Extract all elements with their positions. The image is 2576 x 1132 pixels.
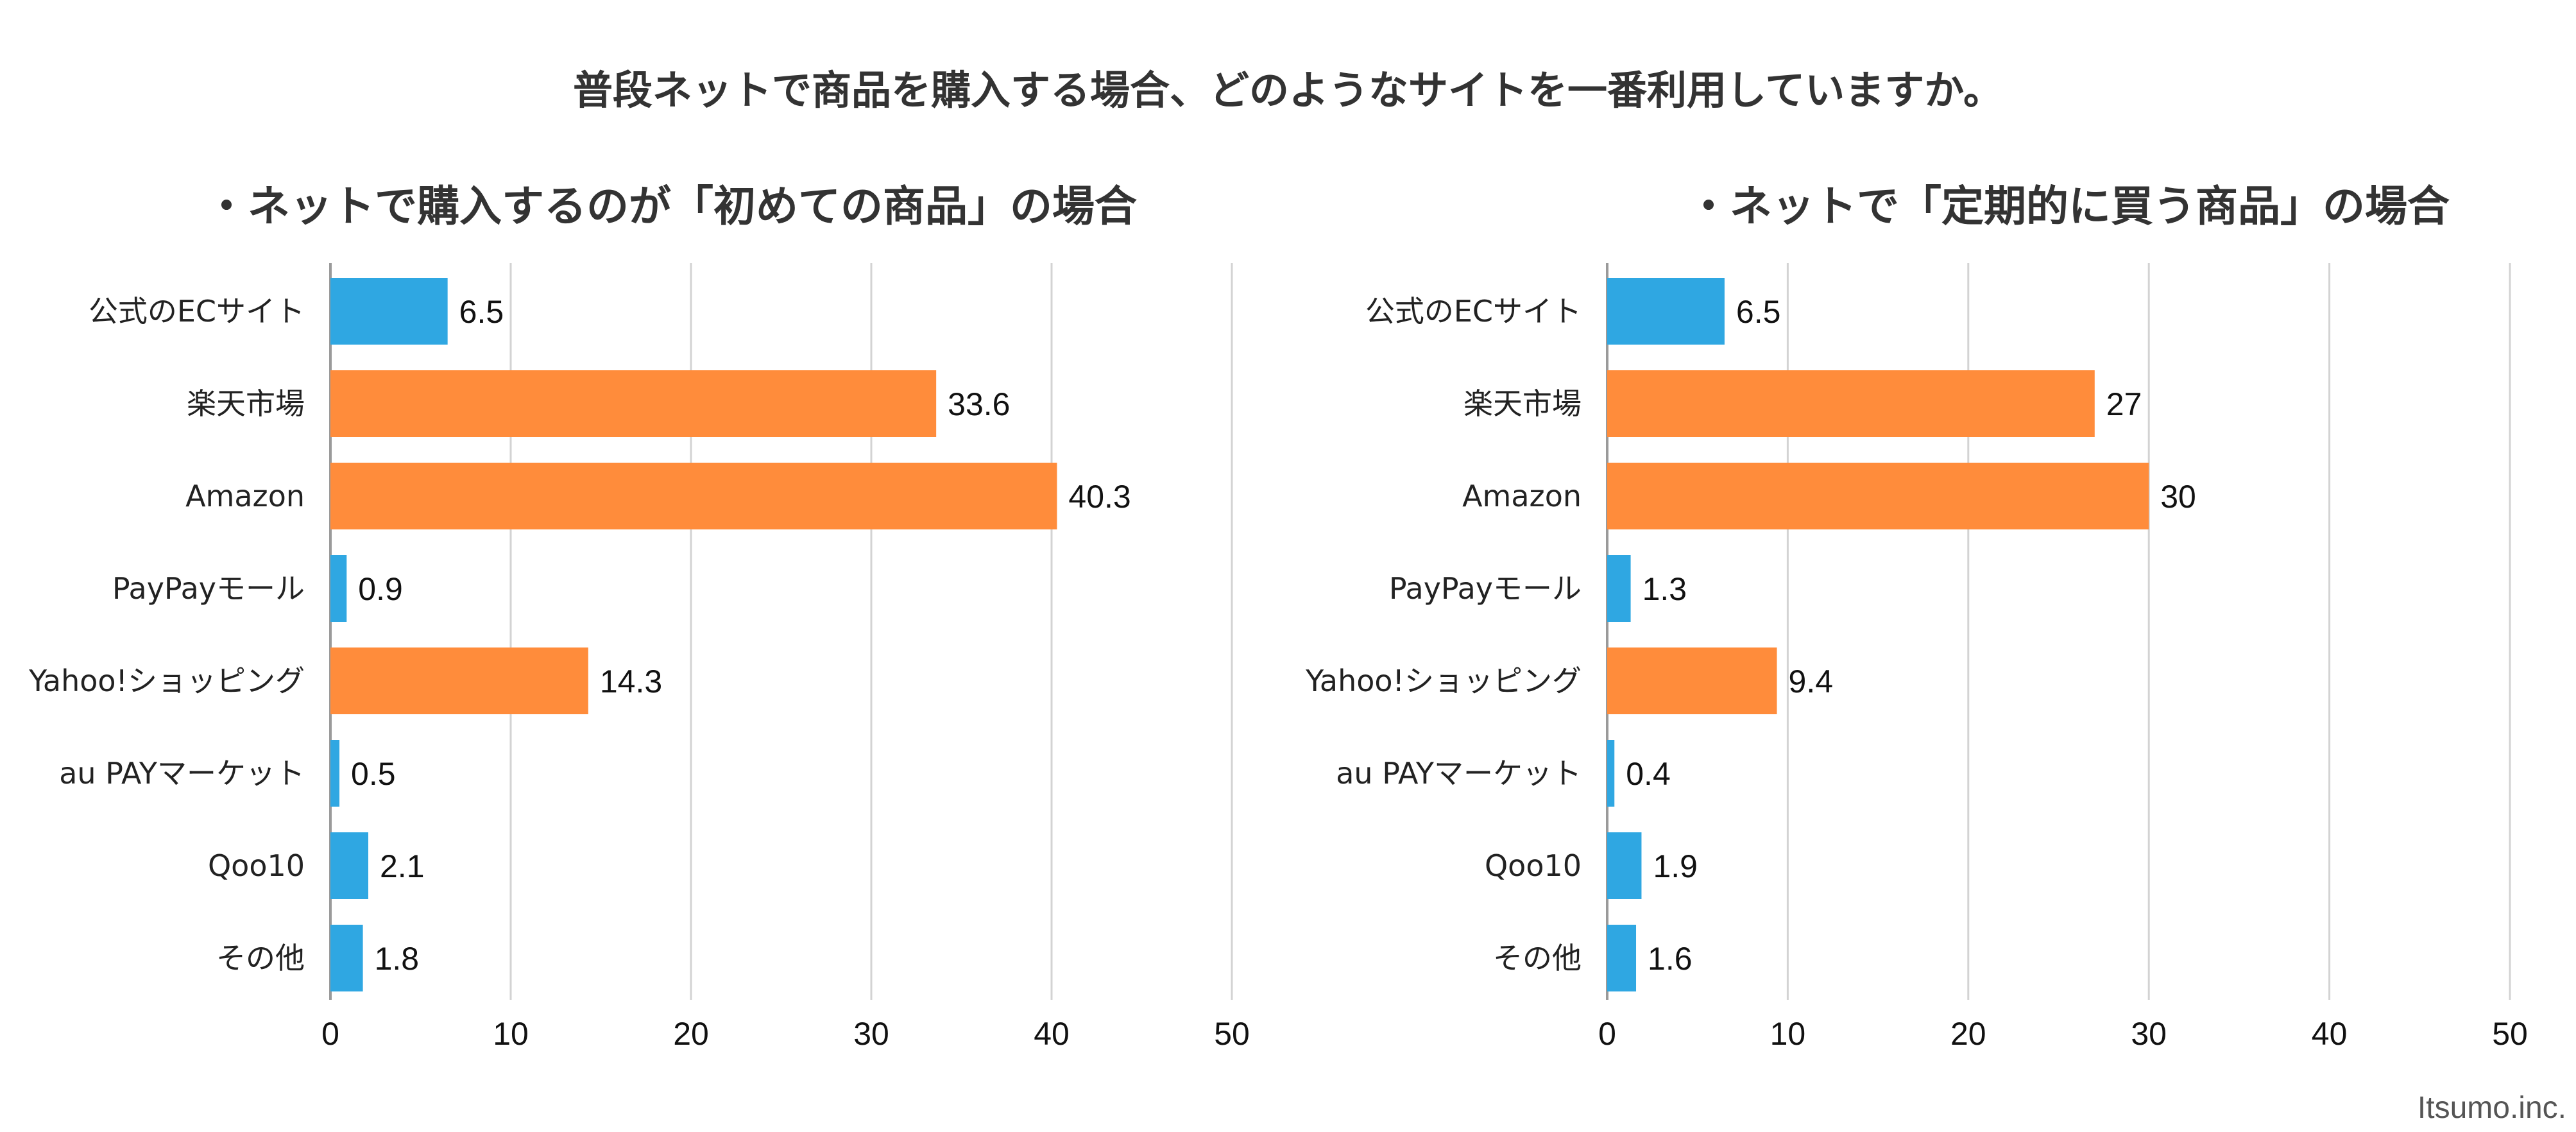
- left-bar: [330, 555, 347, 622]
- left-value-label: 14.3: [600, 664, 662, 699]
- right-bar: [1607, 925, 1637, 991]
- left-value-label: 1.8: [375, 941, 420, 977]
- left-value-label: 0.9: [358, 571, 403, 607]
- right-category-label: PayPayモール: [1389, 571, 1582, 606]
- right-category-label: Amazon: [1462, 479, 1582, 513]
- left-bar: [330, 370, 937, 437]
- left-category-label: Amazon: [185, 479, 305, 513]
- right-x-tick-label: 10: [1770, 1016, 1806, 1052]
- right-value-label: 30: [2160, 479, 2196, 515]
- right-category-label: Qoo10: [1485, 848, 1582, 883]
- right-value-label: 1.6: [1648, 941, 1693, 977]
- left-value-label: 6.5: [459, 294, 504, 330]
- right-category-label: 公式のECサイト: [1365, 294, 1582, 329]
- right-value-label: 9.4: [1789, 664, 1834, 699]
- left-bar: [330, 832, 369, 899]
- left-x-tick-label: 30: [853, 1016, 889, 1052]
- right-category-label: Yahoo!ショッピング: [1305, 664, 1582, 698]
- right-bar: [1607, 740, 1615, 807]
- left-bar: [330, 647, 588, 714]
- left-x-tick-label: 50: [1214, 1016, 1250, 1052]
- left-value-label: 2.1: [380, 848, 425, 884]
- right-x-tick-label: 20: [1950, 1016, 1986, 1052]
- left-category-label: PayPayモール: [112, 571, 305, 606]
- left-category-label: その他: [216, 941, 305, 975]
- right-value-label: 1.3: [1642, 571, 1687, 607]
- left-x-tick-label: 10: [493, 1016, 529, 1052]
- left-category-label: 公式のECサイト: [89, 294, 305, 329]
- left-chart-title: ・ネットで購入するのが「初めての商品」の場合: [205, 182, 1137, 231]
- right-value-label: 1.9: [1653, 848, 1698, 884]
- right-bar: [1607, 278, 1725, 345]
- right-x-tick-label: 0: [1598, 1016, 1616, 1052]
- left-value-label: 0.5: [351, 756, 396, 792]
- left-bar: [330, 925, 363, 991]
- right-value-label: 6.5: [1736, 294, 1781, 330]
- right-value-label: 27: [2106, 386, 2142, 422]
- left-category-label: Yahoo!ショッピング: [28, 664, 305, 698]
- right-category-label: au PAYマーケット: [1336, 756, 1582, 791]
- main-title: 普段ネットで商品を購入する場合、どのようなサイトを一番利用していますか。: [573, 67, 2003, 114]
- right-bar: [1607, 647, 1777, 714]
- right-bar: [1607, 555, 1631, 622]
- right-category-label: その他: [1493, 941, 1582, 975]
- right-bar: [1607, 463, 2149, 529]
- left-category-label: Qoo10: [208, 848, 305, 883]
- left-x-tick-label: 20: [673, 1016, 709, 1052]
- right-x-tick-label: 30: [2131, 1016, 2167, 1052]
- left-value-label: 40.3: [1068, 479, 1130, 515]
- right-bar: [1607, 832, 1642, 899]
- right-bar: [1607, 370, 2095, 437]
- right-x-tick-label: 50: [2492, 1016, 2528, 1052]
- left-category-label: 楽天市場: [187, 386, 305, 421]
- left-bar: [330, 740, 340, 807]
- credit-label: Itsumo.inc.: [2417, 1091, 2566, 1125]
- right-chart-title: ・ネットで「定期的に買う商品」の場合: [1687, 182, 2450, 231]
- left-bar: [330, 463, 1057, 529]
- left-x-tick-label: 0: [321, 1016, 339, 1052]
- right-x-tick-label: 40: [2312, 1016, 2348, 1052]
- left-x-tick-label: 40: [1034, 1016, 1070, 1052]
- left-bar: [330, 278, 448, 345]
- right-category-label: 楽天市場: [1463, 386, 1582, 421]
- right-value-label: 0.4: [1626, 756, 1671, 792]
- left-value-label: 33.6: [948, 386, 1010, 422]
- left-category-label: au PAYマーケット: [59, 756, 305, 791]
